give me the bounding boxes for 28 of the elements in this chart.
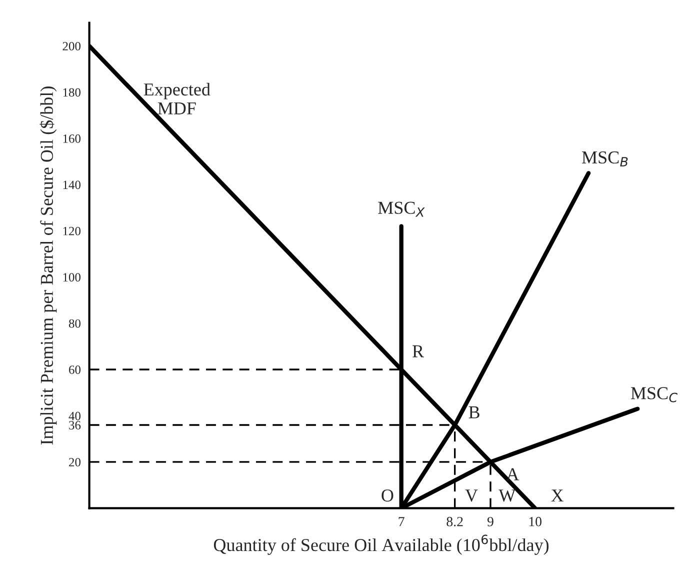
y-tick-label: 36	[69, 421, 81, 430]
annotation: W	[498, 490, 516, 502]
y-tick-label: 60	[69, 366, 80, 374]
x-tick-label: 9	[487, 516, 494, 526]
x-tick-label: 7	[398, 517, 404, 526]
y-tick-label: 20	[69, 458, 80, 466]
y-tick-label: 140	[63, 180, 80, 190]
y-tick-label: 100	[63, 273, 80, 282]
annotation: B	[468, 406, 480, 418]
y-tick-label: 180	[63, 88, 80, 97]
annotation: X	[551, 490, 564, 502]
y-tick-label: 200	[62, 42, 80, 50]
annotation: O	[382, 489, 394, 502]
y-tick-label: 160	[63, 134, 80, 143]
annotation: A	[506, 468, 520, 480]
y-tick-label: 80	[68, 319, 80, 328]
x-axis-title: Quantity of Secure Oil Available (10$^{6}$bbl/day)	[214, 534, 549, 555]
y-tick-label: 120	[63, 226, 80, 236]
y-tick-label: 40	[68, 412, 80, 420]
annotation: R	[412, 345, 424, 358]
annotation: MSC$_{B}$	[582, 151, 628, 166]
annotation: MSC$_{C}$	[630, 387, 678, 402]
x-tick-label: 8.2	[446, 516, 463, 526]
x-tick-label: 10	[529, 516, 542, 526]
annotation: Expected MDF	[144, 82, 210, 114]
annotation: MSC$_{X}$	[378, 202, 425, 217]
y-axis-title: Implicit Premium per Barrel of Secure Oil ($/bbl)	[40, 86, 57, 445]
annotation: V	[465, 490, 478, 502]
